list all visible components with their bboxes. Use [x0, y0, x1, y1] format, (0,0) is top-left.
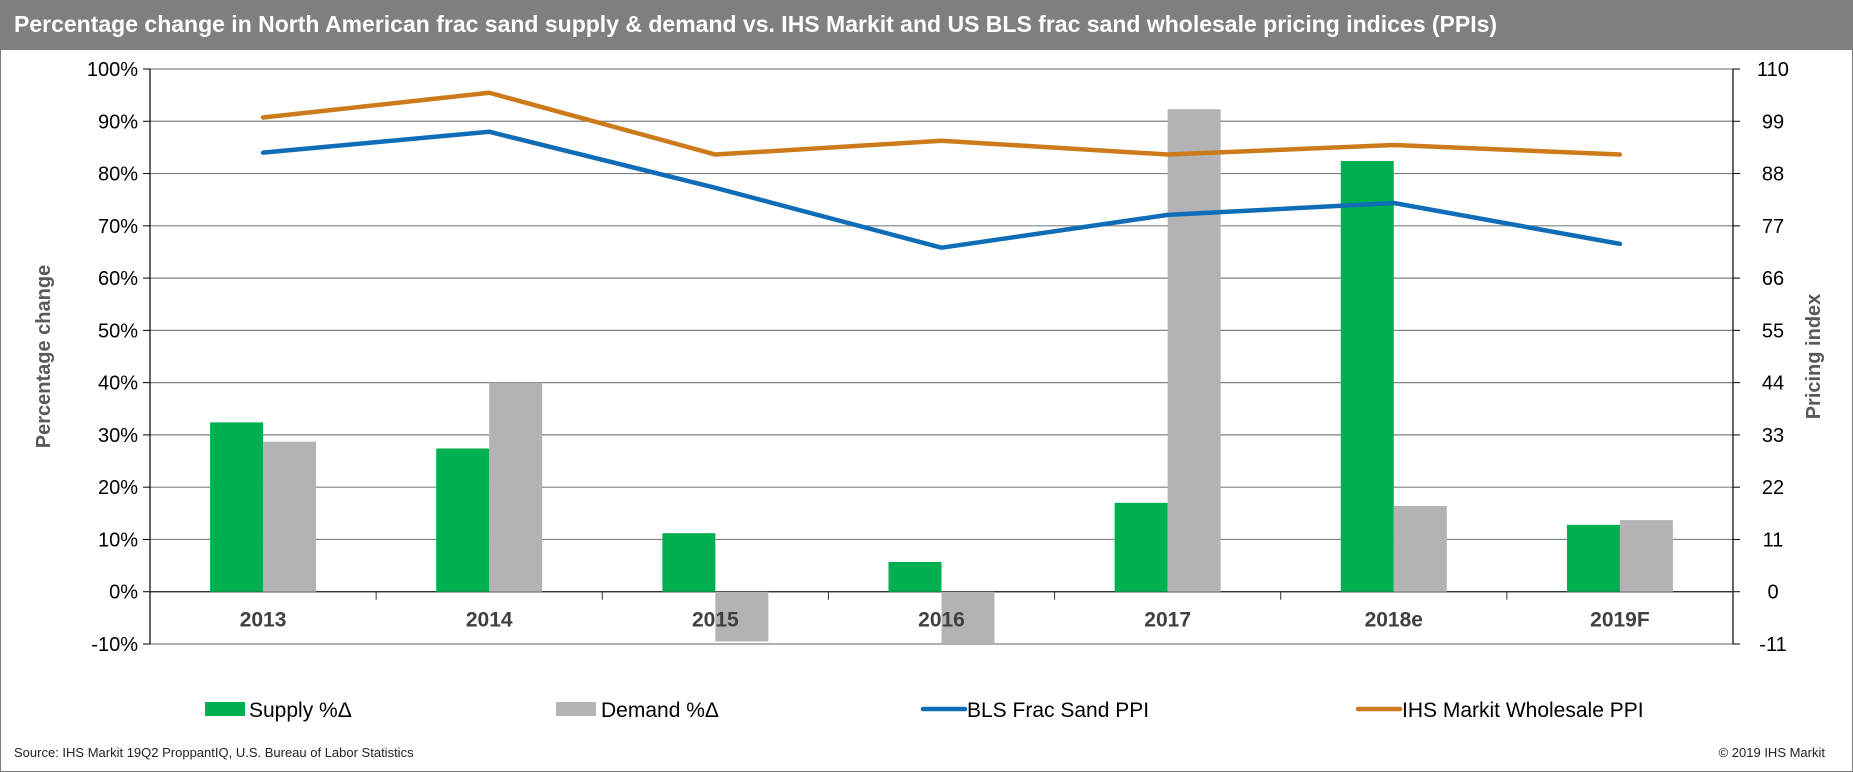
- title-bar: Percentage change in North American frac…: [0, 0, 1853, 50]
- y-tick-label: -10%: [91, 634, 138, 656]
- x-tick-label: 2019F: [1590, 609, 1650, 632]
- supply-bar: [888, 561, 942, 592]
- bls-ppi-line: [260, 129, 1623, 250]
- y-tick-label: 80%: [98, 164, 138, 186]
- legend-demand-swatch: [556, 702, 596, 716]
- y-tick-label: 30%: [98, 425, 138, 447]
- y2-tick-label: 33: [1762, 425, 1784, 447]
- chart-title: Percentage change in North American frac…: [14, 11, 1498, 37]
- x-tick-label: 2013: [240, 609, 287, 632]
- legend-bls-label: BLS Frac Sand PPI: [967, 699, 1149, 722]
- y-tick-label: 0%: [109, 582, 138, 604]
- legend-supply-swatch: [205, 702, 245, 716]
- ihs-ppi-line: [260, 90, 1623, 157]
- legend-supply-label: Supply %Δ: [249, 699, 352, 722]
- supply-bar: [1340, 161, 1394, 592]
- y2-tick-label: 11: [1763, 529, 1784, 551]
- demand-bar: [941, 591, 995, 644]
- y2-tick-label: 44: [1762, 373, 1784, 395]
- y-tick-label: 10%: [98, 529, 138, 551]
- supply-bar: [436, 448, 490, 592]
- legend-ihs-label: IHS Markit Wholesale PPI: [1402, 699, 1644, 722]
- y2-tick-label: 99: [1762, 111, 1784, 133]
- y-tick-label: 70%: [98, 216, 138, 238]
- y-tick-label: 20%: [98, 477, 138, 499]
- y2-tick-label: 66: [1762, 268, 1784, 290]
- y2-tick-label: 88: [1762, 164, 1784, 186]
- y2-tick-label: 77: [1762, 216, 1784, 238]
- x-tick-label: 2017: [1144, 609, 1191, 632]
- y-tick-label: 40%: [98, 373, 138, 395]
- legend-demand-label: Demand %Δ: [601, 699, 719, 722]
- y2-tick-label: 0: [1767, 582, 1778, 604]
- y-tick-label: 60%: [98, 268, 138, 290]
- supply-bar: [210, 422, 264, 592]
- y-axis-title: Percentage change: [33, 265, 55, 448]
- demand-bar: [263, 441, 317, 592]
- demand-bar: [1619, 520, 1673, 592]
- x-tick-label: 2018e: [1365, 609, 1423, 632]
- y2-axis-title: Pricing index: [1803, 294, 1825, 420]
- demand-bar: [489, 382, 543, 592]
- y2-tick-label: 55: [1762, 320, 1784, 342]
- demand-bar: [715, 591, 769, 642]
- y-tick-label: 50%: [98, 320, 138, 342]
- x-tick-label: 2015: [692, 609, 739, 632]
- y2-tick-label: 22: [1762, 477, 1784, 499]
- y2-tick-label: 110: [1757, 59, 1789, 81]
- y-tick-label: 100%: [87, 59, 138, 81]
- y-tick-label: 90%: [98, 111, 138, 133]
- x-tick-label: 2014: [466, 609, 513, 632]
- x-tick-label: 2016: [918, 609, 965, 632]
- y2-tick-label: -11: [1759, 634, 1786, 656]
- supply-bar: [662, 533, 716, 592]
- demand-bar: [1393, 506, 1447, 592]
- demand-bar: [1167, 109, 1221, 592]
- supply-bar: [1566, 524, 1620, 592]
- source-note: Source: IHS Markit 19Q2 ProppantIQ, U.S.…: [14, 745, 414, 760]
- copyright-note: © 2019 IHS Markit: [1718, 745, 1825, 760]
- supply-bar: [1114, 502, 1168, 592]
